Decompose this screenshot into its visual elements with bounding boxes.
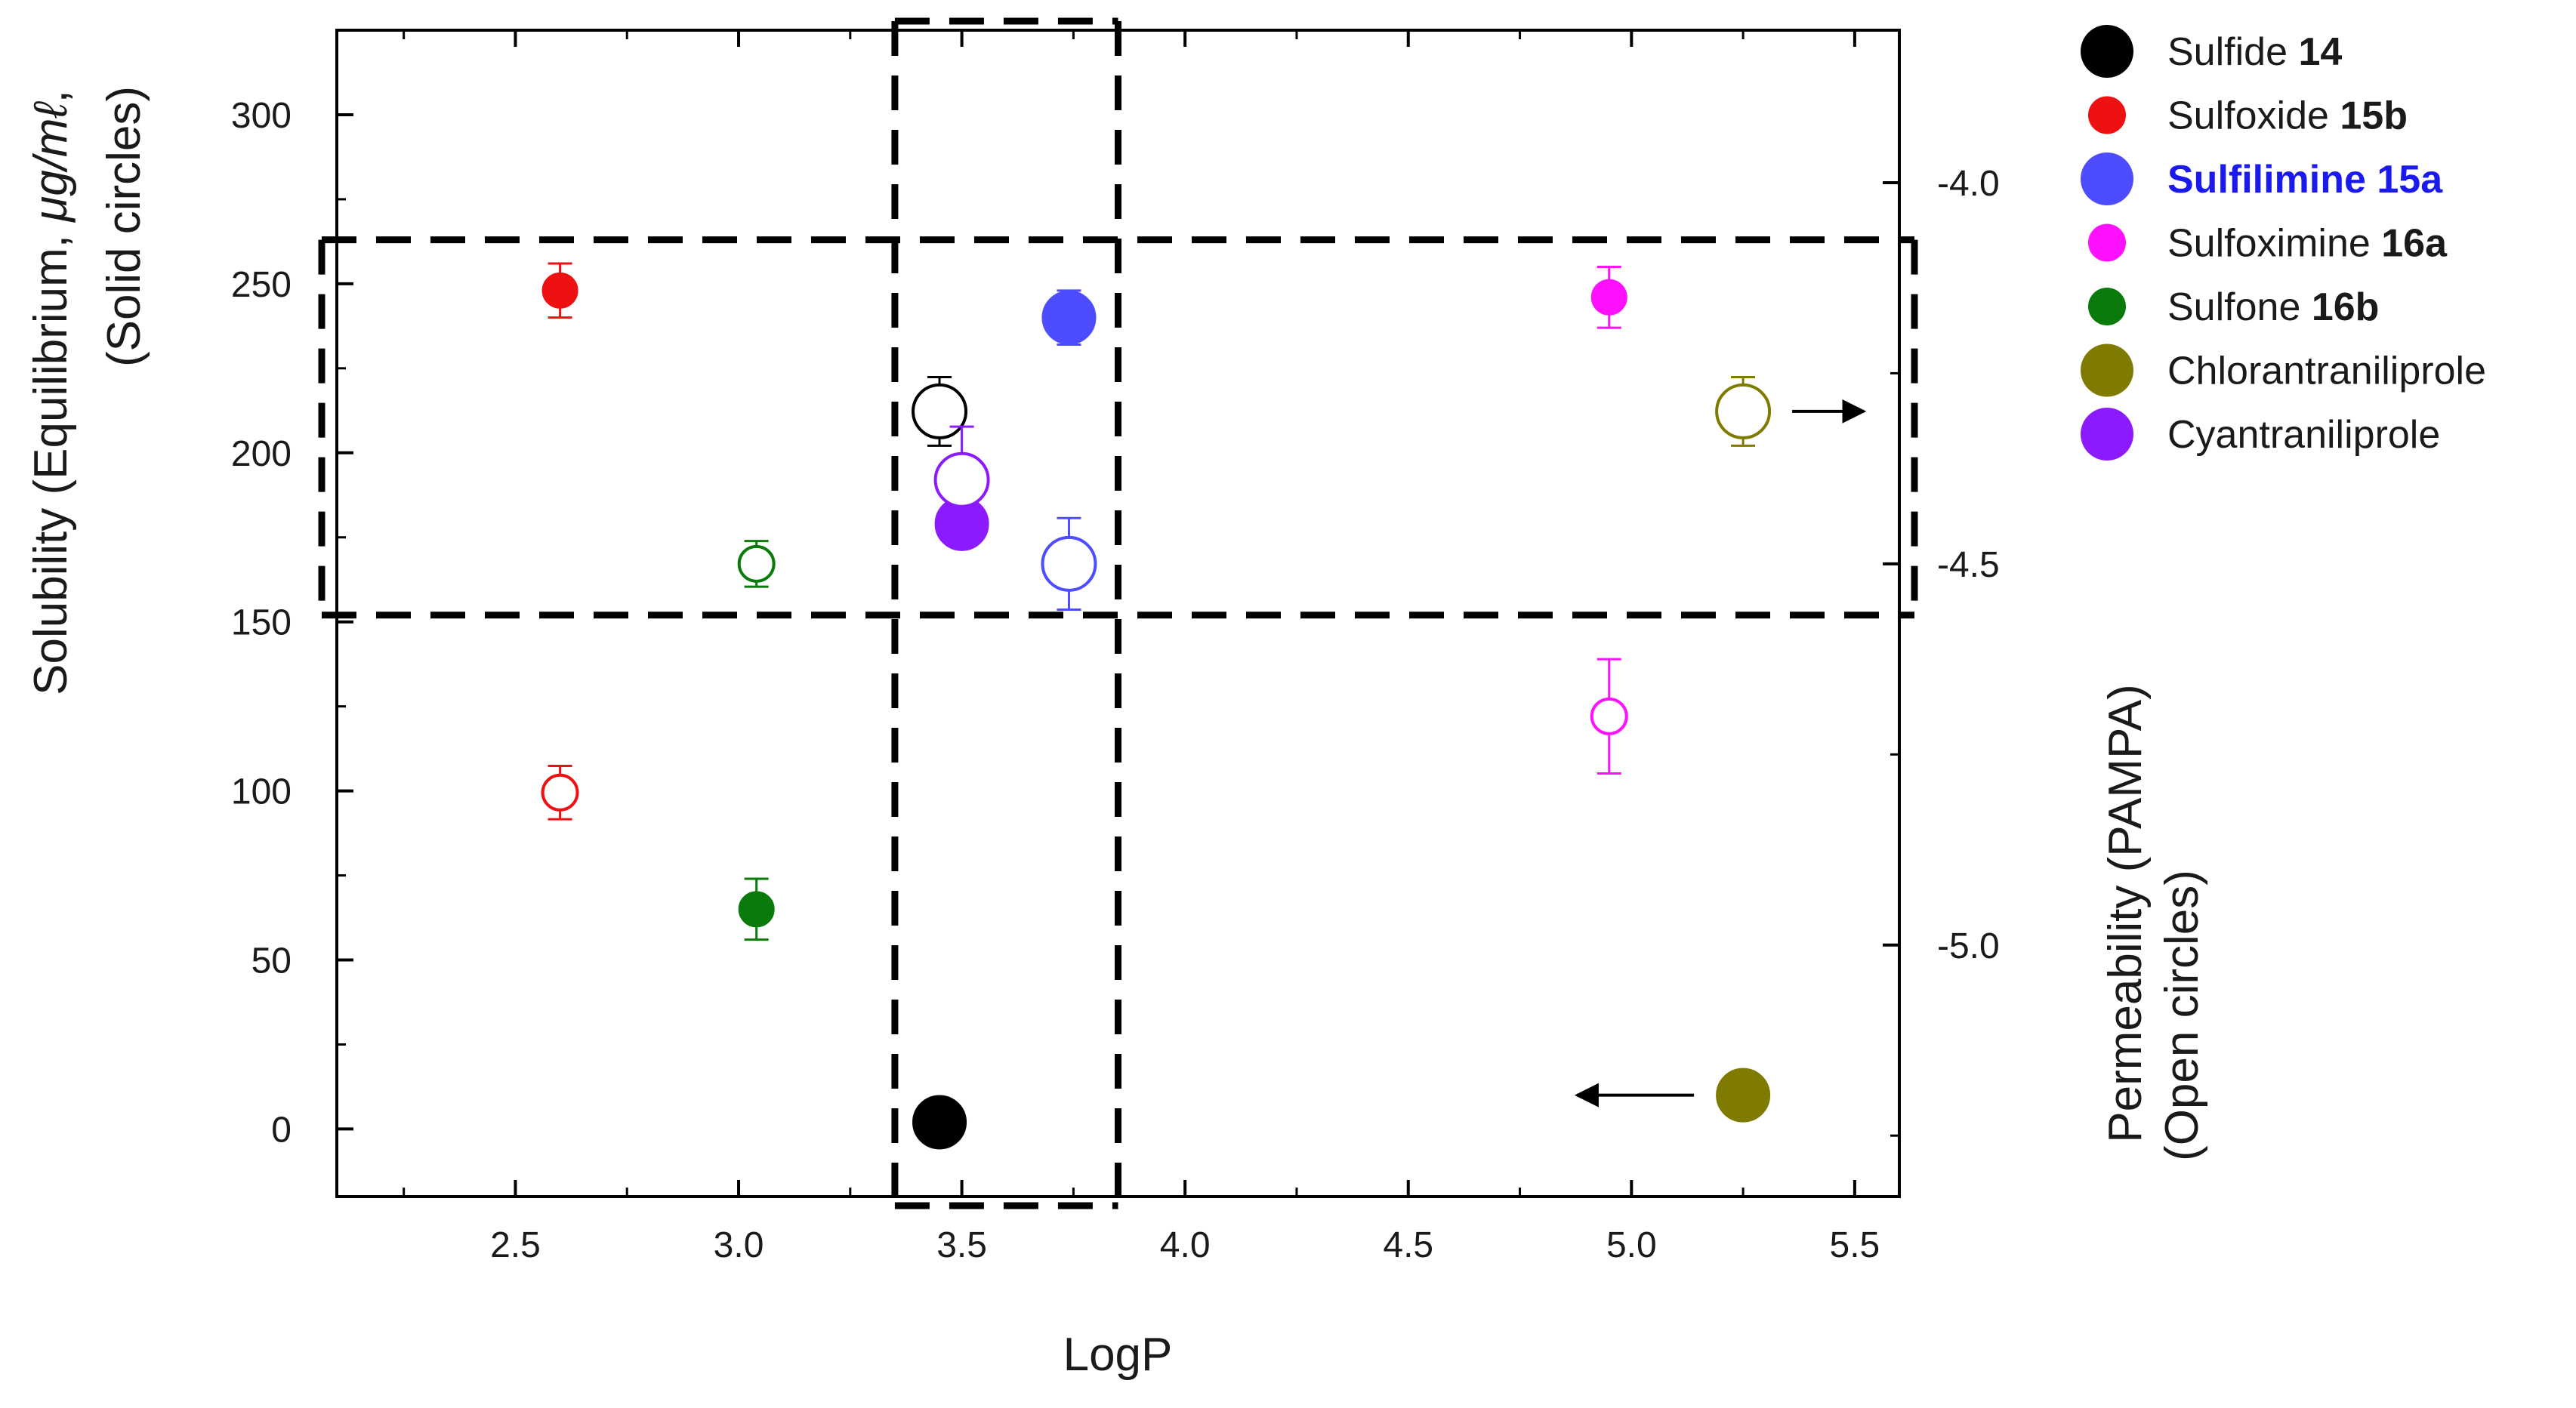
permeability-point-open: [912, 383, 968, 439]
y-left-tick-label: 250: [231, 265, 292, 305]
legend-label-compound: 16a: [2371, 222, 2448, 266]
legend-label-name: Sulfide: [2167, 30, 2288, 74]
legend-marker: [2081, 344, 2133, 397]
legend-marker: [2081, 153, 2133, 205]
permeability-point-open: [737, 544, 776, 583]
plot-border: [335, 29, 1901, 1198]
legend-label-compound: 16b: [2300, 285, 2379, 329]
legend-label-compound: 14: [2288, 30, 2342, 74]
axis-ticks: 2.5 3.0 3.5 4.0 4.5 5.0 5.5 0 50 100 150 200 250 300 -…: [231, 30, 2000, 1265]
legend-label: Sulfone 16b: [2167, 285, 2379, 329]
legend-label-name: Cyantraniliprole: [2167, 413, 2440, 457]
legend-label-name: Chlorantraniliprole: [2167, 350, 2486, 393]
plot-frame: [335, 29, 1901, 1198]
y-left-axis-label-line2: (Solid circles): [98, 86, 150, 367]
legend-label: Sulfoximine 16a: [2167, 222, 2448, 266]
y-right-axis-label-line2: (Open circles): [2156, 870, 2208, 1161]
permeability-point-open: [1041, 535, 1097, 592]
y-left-tick-label: 150: [231, 603, 292, 643]
x-axis-label: LogP: [1063, 1329, 1173, 1381]
y-left-label-prefix: Solubility (Equilibrium,: [25, 222, 77, 695]
legend-label: Sulfide 14: [2167, 30, 2342, 74]
y-left-label-unit: μg/mℓ: [25, 100, 77, 223]
legend-marker: [2088, 96, 2126, 134]
y-left-tick-label: 100: [231, 772, 292, 812]
x-tick-label: 5.0: [1606, 1225, 1657, 1265]
data-points: [541, 262, 1772, 1150]
permeability-point-open: [933, 451, 990, 508]
legend-label: Cyantraniliprole: [2167, 413, 2440, 457]
legend-marker: [2088, 288, 2126, 325]
legend-label: Sulfoxide 15b: [2167, 94, 2408, 138]
axis-labels: LogP Solubility (Equilibrium, μg/mℓ, (So…: [25, 86, 2208, 1381]
legend-label: Sulfilimine 15a: [2167, 158, 2443, 202]
solubility-point-solid: [912, 1095, 967, 1150]
x-tick-label: 4.0: [1160, 1225, 1211, 1265]
y-left-label-suffix: ,: [25, 90, 77, 103]
x-tick-label: 3.0: [714, 1225, 764, 1265]
permeability-point-open: [541, 773, 579, 812]
solubility-point-solid: [1590, 279, 1627, 316]
legend-label-name: Sulfoximine: [2167, 222, 2371, 266]
permeability-point-open: [1590, 697, 1628, 735]
y-right-tick-label: -4.0: [1937, 164, 2000, 204]
permeability-point-open: [1715, 383, 1772, 439]
legend-label-compound: 15a: [2366, 158, 2443, 202]
legend-label-name: Sulfone: [2167, 285, 2300, 329]
highlight-regions: [318, 17, 1918, 1209]
legend-label: Chlorantraniliprole: [2167, 350, 2486, 393]
y-right-tick-label: -4.5: [1937, 545, 2000, 585]
y-left-tick-label: 0: [271, 1110, 292, 1150]
legend-marker: [2088, 223, 2126, 262]
axis-arrows: [1574, 399, 1867, 1108]
x-tick-label: 3.5: [936, 1225, 987, 1265]
y-right-tick-label: -5.0: [1937, 926, 2000, 966]
y-right-axis-label-line1: Permeability (PAMPA): [2099, 684, 2152, 1143]
y-left-tick-label: 300: [231, 96, 292, 136]
solubility-point-solid: [1716, 1068, 1771, 1123]
x-tick-label: 2.5: [490, 1225, 541, 1265]
y-left-axis-label-line1: Solubility (Equilibrium, μg/mℓ,: [25, 90, 77, 695]
x-tick-label: 4.5: [1383, 1225, 1433, 1265]
solubility-point-solid: [738, 891, 775, 928]
y-left-tick-label: 200: [231, 434, 292, 474]
legend-marker: [2081, 25, 2133, 78]
solubility-point-solid: [1041, 290, 1097, 345]
solubility-point-solid: [541, 272, 578, 309]
y-left-tick-label: 50: [251, 941, 292, 981]
legend-label-name: Sulfilimine: [2167, 158, 2366, 202]
x-tick-label: 5.5: [1830, 1225, 1880, 1265]
legend-label-name: Sulfoxide: [2167, 94, 2329, 138]
legend-label-compound: 15b: [2329, 94, 2408, 138]
legend-marker: [2081, 408, 2133, 461]
